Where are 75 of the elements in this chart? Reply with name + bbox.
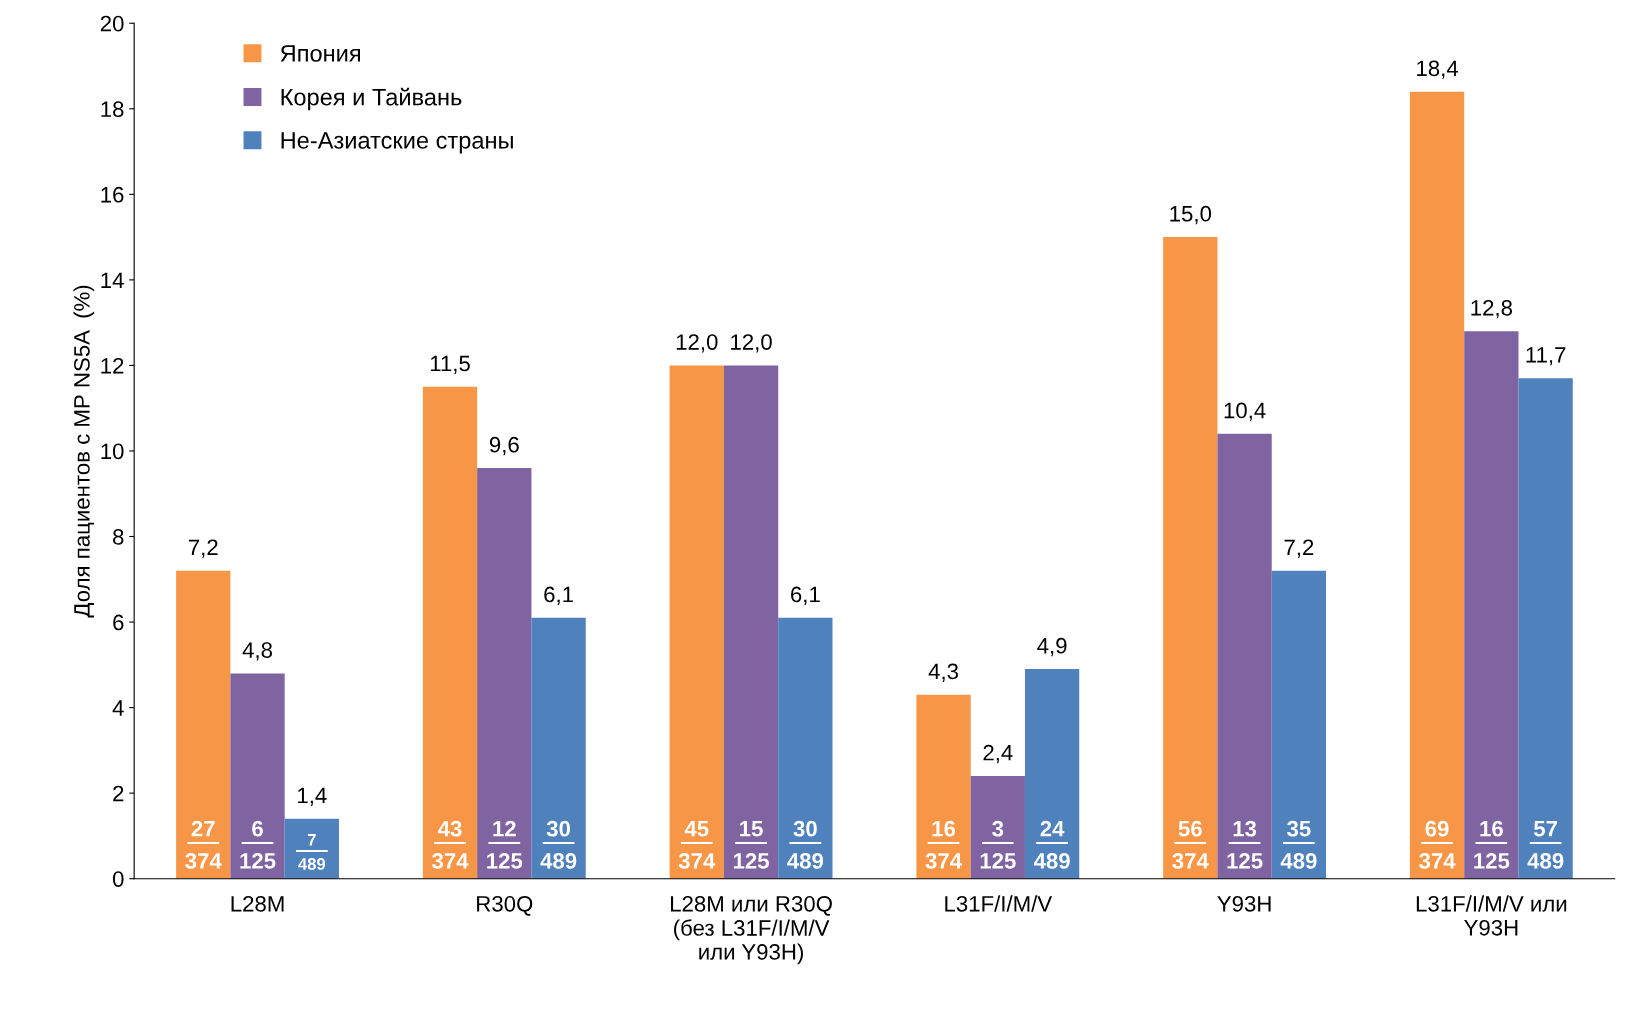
data-label: 11,7 — [1526, 347, 1566, 366]
data-label: 2,4 — [983, 744, 1013, 764]
y-tick-label: 8 — [113, 529, 124, 545]
bar — [531, 617, 586, 879]
annotation: 13 125 — [1227, 820, 1263, 869]
bar — [669, 365, 724, 879]
legend-label: Япония — [280, 45, 360, 62]
bar — [723, 365, 779, 879]
bar — [1024, 669, 1080, 879]
bar — [1217, 433, 1272, 879]
y-tick-label: 10 — [101, 443, 124, 460]
data-label: 4,3 — [928, 663, 959, 682]
data-label: 7,2 — [1284, 539, 1314, 558]
x-tick-label: L28M или R30Q (без L31F/I/M/V или Y93H) — [671, 895, 832, 965]
x-tick-label: L31F/I/M/V или Y93H — [1416, 895, 1567, 936]
annotation: 45 374 — [678, 821, 716, 869]
y-tick-label: 4 — [112, 700, 124, 716]
x-tick-label: Y93H — [1217, 895, 1271, 912]
x-tick-label: R30Q — [477, 895, 533, 916]
bar — [970, 776, 1025, 879]
bar — [778, 617, 833, 879]
annotation: 43 374 — [431, 820, 469, 869]
data-label: 4,8 — [242, 642, 273, 661]
y-tick-label: 0 — [112, 871, 124, 887]
data-label: 12,0 — [676, 334, 718, 353]
bar — [1464, 331, 1519, 879]
annotation: 69 374 — [1419, 820, 1456, 869]
bar — [1163, 237, 1218, 879]
data-label: 7,2 — [188, 539, 218, 558]
x-tick-label: L31F/I/M/V — [945, 895, 1053, 912]
annotation: 16 374 — [925, 820, 962, 869]
bar — [422, 386, 478, 879]
data-label: 6,1 — [791, 586, 820, 605]
annotation: 16 125 — [1474, 820, 1510, 869]
annotation: 12 125 — [487, 820, 523, 869]
annotation: 7 489 — [298, 834, 326, 870]
bar — [916, 694, 971, 879]
y-tick-label: 6 — [113, 614, 124, 631]
data-label: 11,5 — [430, 355, 470, 374]
annotation: 57 489 — [1527, 821, 1564, 869]
data-label: 12,8 — [1471, 299, 1513, 319]
data-label: 6,1 — [544, 586, 573, 605]
bar — [1409, 91, 1465, 879]
y-tick-label: 20 — [100, 15, 124, 32]
annotation: 30 489 — [540, 820, 577, 869]
legend-label: Корея и Тайвань — [281, 87, 462, 111]
data-label: 9,6 — [489, 436, 519, 456]
bar — [176, 570, 231, 879]
bar — [1518, 378, 1573, 879]
annotation: 6 125 — [240, 820, 276, 869]
annotation: 35 489 — [1280, 820, 1317, 869]
y-tick-label: 16 — [101, 186, 124, 203]
bar — [230, 673, 285, 879]
bar — [477, 468, 532, 879]
annotation: 30 489 — [787, 820, 824, 869]
data-label: 4,9 — [1037, 637, 1067, 657]
legend-label: Не-Азиатские страны — [281, 132, 513, 154]
annotation: 27 374 — [185, 820, 222, 869]
y-tick-label: 18 — [101, 101, 124, 118]
data-label: 10,4 — [1224, 402, 1266, 421]
x-tick-label: L28M — [231, 895, 284, 912]
y-axis-title: Доля пациентов с МР NS5A (%) — [73, 285, 95, 618]
y-tick-label: 12 — [101, 357, 124, 374]
annotation: 15 125 — [733, 821, 769, 869]
bar — [284, 818, 339, 879]
y-tick-label: 14 — [101, 272, 124, 288]
annotation: 56 374 — [1172, 820, 1209, 869]
data-label: 18,4 — [1417, 60, 1459, 79]
bar — [1271, 570, 1327, 879]
data-label: 15,0 — [1170, 205, 1212, 225]
annotation: 3 125 — [980, 820, 1016, 869]
data-label: 1,4 — [298, 787, 327, 806]
y-tick-label: 2 — [113, 785, 124, 802]
annotation: 24 489 — [1033, 820, 1070, 869]
data-label: 12,0 — [731, 334, 772, 353]
